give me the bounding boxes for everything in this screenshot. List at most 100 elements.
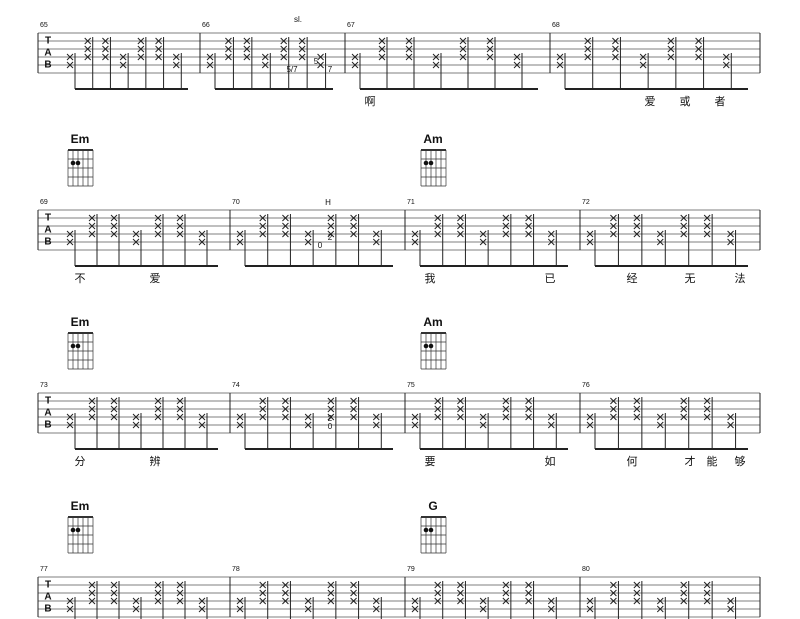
- mute-mark: [639, 53, 647, 61]
- tab-clef: T: [45, 580, 51, 591]
- finger-dot: [70, 527, 76, 533]
- mute-mark: [304, 597, 312, 605]
- mute-mark: [656, 413, 664, 421]
- annotation: sl.: [294, 15, 302, 24]
- mute-mark: [547, 413, 555, 421]
- tab-clef: T: [45, 213, 51, 224]
- mute-mark: [236, 597, 244, 605]
- annotation: 0: [318, 241, 323, 250]
- mute-mark: [119, 61, 127, 69]
- finger-dot: [70, 160, 76, 166]
- mute-mark: [102, 53, 109, 61]
- mute-mark: [154, 222, 162, 230]
- finger-dot: [428, 160, 434, 166]
- mute-mark: [66, 605, 74, 613]
- mute-mark: [66, 413, 74, 421]
- mute-mark: [479, 238, 487, 246]
- mute-mark: [633, 214, 641, 222]
- mute-mark: [154, 597, 162, 605]
- mute-mark: [154, 397, 162, 405]
- mute-mark: [610, 222, 617, 230]
- mute-mark: [525, 222, 532, 230]
- mute-mark: [327, 230, 335, 238]
- mute-mark: [304, 238, 312, 246]
- measure-number: 78: [232, 566, 240, 573]
- mute-mark: [479, 230, 487, 238]
- mute-mark: [137, 45, 145, 53]
- mute-mark: [372, 421, 380, 429]
- mute-mark: [434, 230, 442, 238]
- mute-mark: [722, 53, 730, 61]
- mute-mark: [259, 413, 267, 421]
- measure-number: 72: [582, 199, 590, 206]
- mute-mark: [259, 589, 267, 597]
- measure-number: 73: [40, 382, 48, 389]
- mute-mark: [502, 581, 510, 589]
- mute-mark: [350, 397, 357, 405]
- mute-mark: [610, 214, 617, 222]
- mute-mark: [633, 597, 641, 605]
- chord-name: Em: [71, 132, 90, 146]
- mute-mark: [351, 61, 359, 69]
- mute-mark: [502, 413, 510, 421]
- mute-mark: [350, 597, 357, 605]
- mute-mark: [432, 61, 440, 69]
- mute-mark: [727, 238, 734, 246]
- mute-mark: [457, 581, 464, 589]
- mute-mark: [656, 421, 664, 429]
- mute-mark: [434, 597, 442, 605]
- mute-mark: [154, 230, 162, 238]
- measure-number: 67: [347, 22, 355, 29]
- mute-mark: [703, 214, 711, 222]
- mute-mark: [176, 597, 184, 605]
- mute-mark: [102, 37, 109, 45]
- lyric: 已: [545, 272, 556, 285]
- mute-mark: [547, 597, 555, 605]
- mute-mark: [584, 45, 592, 53]
- mute-mark: [695, 53, 702, 61]
- mute-mark: [198, 597, 206, 605]
- mute-mark: [680, 413, 688, 421]
- tab-clef: T: [45, 396, 51, 407]
- mute-mark: [304, 230, 312, 238]
- mute-mark: [432, 53, 440, 61]
- mute-mark: [434, 405, 442, 413]
- mute-mark: [610, 589, 617, 597]
- mute-mark: [172, 53, 180, 61]
- mute-mark: [680, 589, 688, 597]
- mute-mark: [525, 413, 532, 421]
- mute-mark: [236, 605, 244, 613]
- mute-mark: [502, 405, 510, 413]
- tab-clef: A: [44, 408, 51, 419]
- tab-clef: B: [44, 237, 51, 248]
- mute-mark: [457, 413, 464, 421]
- mute-mark: [434, 413, 442, 421]
- chord-name: Em: [71, 499, 90, 513]
- mute-mark: [586, 421, 594, 429]
- mute-mark: [317, 53, 324, 61]
- mute-mark: [110, 222, 118, 230]
- mute-mark: [176, 405, 184, 413]
- mute-mark: [88, 405, 96, 413]
- mute-mark: [457, 214, 464, 222]
- mute-mark: [206, 61, 214, 69]
- mute-mark: [727, 230, 734, 238]
- mute-mark: [88, 581, 96, 589]
- mute-mark: [327, 413, 335, 421]
- mute-mark: [119, 53, 127, 61]
- mute-mark: [513, 61, 521, 69]
- annotation: 5: [314, 57, 319, 66]
- mute-mark: [176, 214, 184, 222]
- mute-mark: [282, 405, 289, 413]
- mute-mark: [137, 53, 145, 61]
- mute-mark: [434, 214, 442, 222]
- mute-mark: [610, 397, 617, 405]
- mute-mark: [703, 397, 711, 405]
- mute-mark: [556, 53, 564, 61]
- mute-mark: [525, 214, 532, 222]
- mute-mark: [236, 421, 244, 429]
- mute-mark: [110, 597, 118, 605]
- mute-mark: [486, 53, 494, 61]
- mute-mark: [411, 230, 419, 238]
- mute-mark: [84, 37, 92, 45]
